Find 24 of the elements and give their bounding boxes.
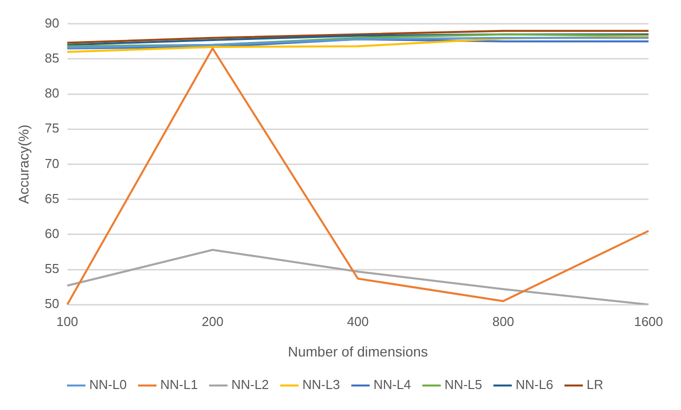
x-tick-label: 400 bbox=[347, 314, 369, 329]
x-axis-title: Number of dimensions bbox=[288, 343, 428, 360]
x-tick-label: 800 bbox=[492, 314, 514, 329]
legend-label: LR bbox=[586, 377, 604, 392]
x-tick-label: 200 bbox=[202, 314, 224, 329]
y-tick-label: 90 bbox=[44, 15, 60, 30]
y-tick-label: 80 bbox=[44, 86, 60, 101]
y-axis-title: Accuracy(%) bbox=[15, 124, 32, 204]
x-tick-label: 100 bbox=[56, 314, 78, 329]
legend-label: NN-L6 bbox=[516, 377, 554, 392]
legend-label: NN-L4 bbox=[373, 377, 412, 392]
legend-label: NN-L1 bbox=[160, 377, 198, 392]
y-tick-label: 55 bbox=[44, 261, 60, 276]
legend-label: NN-L3 bbox=[302, 377, 340, 392]
y-tick-label: 50 bbox=[44, 296, 60, 312]
y-tick-label: 75 bbox=[44, 120, 60, 136]
y-tick-label: 70 bbox=[44, 156, 60, 171]
y-tick-label: 60 bbox=[44, 226, 60, 241]
legend-label: NN-L0 bbox=[89, 377, 127, 392]
y-tick-label: 85 bbox=[44, 50, 60, 66]
x-tick-label: 1600 bbox=[634, 314, 663, 329]
legend-label: NN-L2 bbox=[231, 377, 269, 392]
y-tick-label: 65 bbox=[44, 190, 60, 206]
legend-label: NN-L5 bbox=[444, 377, 482, 392]
